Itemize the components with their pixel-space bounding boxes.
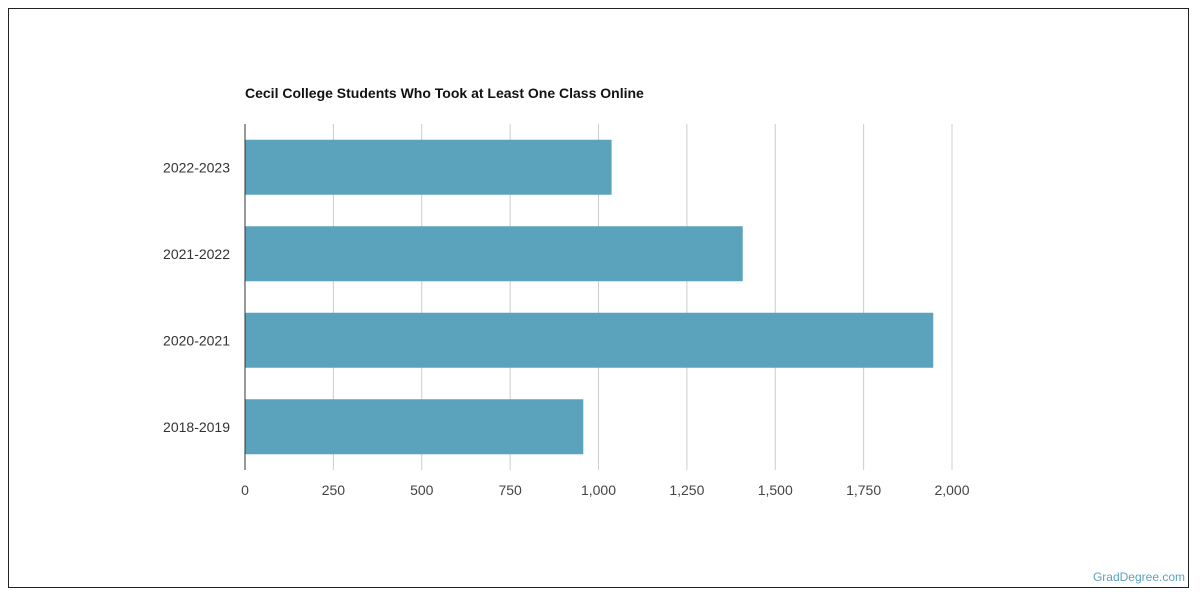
x-tick-label: 1,000 <box>581 482 616 498</box>
gridlines <box>332 124 953 470</box>
category-label: 2022-2023 <box>163 159 230 175</box>
x-tick-label: 500 <box>410 482 434 498</box>
x-tick-label: 1,250 <box>669 482 704 498</box>
x-tick-label: 0 <box>241 482 249 498</box>
x-tick-labels: 0 250 500 750 1,000 1,250 1,500 1,750 2,000 <box>241 482 970 498</box>
x-tick-label: 750 <box>498 482 522 498</box>
x-tick-label: 250 <box>322 482 346 498</box>
chart-title: Cecil College Students Who Took at Least… <box>245 85 644 101</box>
category-labels: 2022-2023 2021-2022 2020-2021 2018-2019 <box>163 159 230 435</box>
category-label: 2018-2019 <box>163 419 230 435</box>
x-tick-label: 1,500 <box>758 482 793 498</box>
bar-2018-2019[interactable] <box>245 399 584 455</box>
bar-2020-2021[interactable] <box>245 312 934 368</box>
bar-2022-2023[interactable] <box>245 139 612 195</box>
category-label: 2021-2022 <box>163 246 230 262</box>
bars <box>245 139 934 455</box>
site-credit[interactable]: GradDegree.com <box>1092 570 1185 584</box>
category-label: 2020-2021 <box>163 332 230 348</box>
bar-2021-2022[interactable] <box>245 226 743 282</box>
x-tick-label: 1,750 <box>846 482 881 498</box>
x-tick-label: 2,000 <box>934 482 969 498</box>
